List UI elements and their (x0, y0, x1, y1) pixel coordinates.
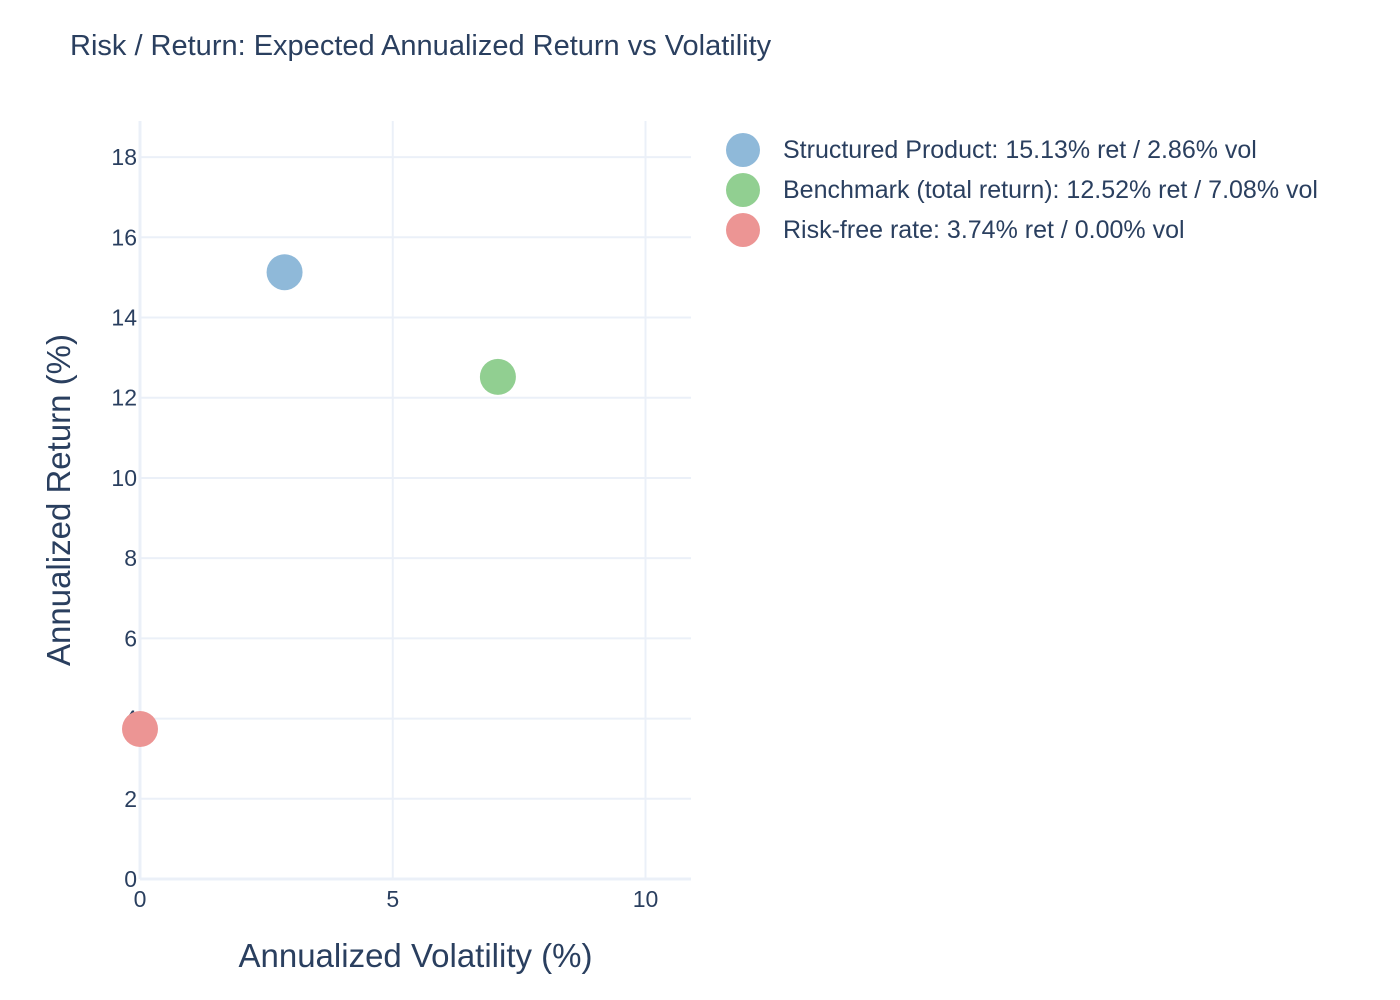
legend-label: Structured Product: 15.13% ret / 2.86% v… (783, 135, 1257, 164)
y-tick-label: 8 (124, 545, 137, 571)
data-point (479, 358, 516, 395)
legend-marker-icon (726, 133, 760, 167)
legend-item-risk-free-rate[interactable]: Risk-free rate: 3.74% ret / 0.00% vol (722, 210, 1318, 250)
legend-marker-icon (726, 213, 760, 247)
y-tick-label: 6 (124, 625, 137, 651)
legend-marker-icon (726, 173, 760, 207)
y-tick-label: 2 (124, 786, 137, 812)
x-tick-label: 10 (633, 886, 659, 912)
x-tick-label: 0 (134, 886, 147, 912)
chart-title: Risk / Return: Expected Annualized Retur… (70, 30, 772, 62)
legend-label: Risk-free rate: 3.74% ret / 0.00% vol (783, 215, 1185, 244)
y-tick-label: 16 (111, 224, 137, 250)
y-tick-label: 0 (124, 866, 137, 892)
y-tick-label: 12 (111, 385, 137, 411)
x-tick-label: 5 (386, 886, 399, 912)
data-point (266, 254, 303, 291)
x-axis-title: Annualized Volatility (%) (238, 937, 592, 974)
y-tick-label: 14 (111, 305, 137, 331)
legend-item-structured-product[interactable]: Structured Product: 15.13% ret / 2.86% v… (722, 130, 1318, 170)
y-tick-label: 10 (111, 465, 137, 491)
data-point (122, 711, 158, 748)
y-tick-label: 18 (111, 144, 137, 170)
legend: Structured Product: 15.13% ret / 2.86% v… (722, 130, 1318, 250)
legend-label: Benchmark (total return): 12.52% ret / 7… (783, 175, 1318, 204)
y-axis-title: Annualized Return (%) (40, 334, 77, 666)
legend-item-benchmark[interactable]: Benchmark (total return): 12.52% ret / 7… (722, 170, 1318, 210)
